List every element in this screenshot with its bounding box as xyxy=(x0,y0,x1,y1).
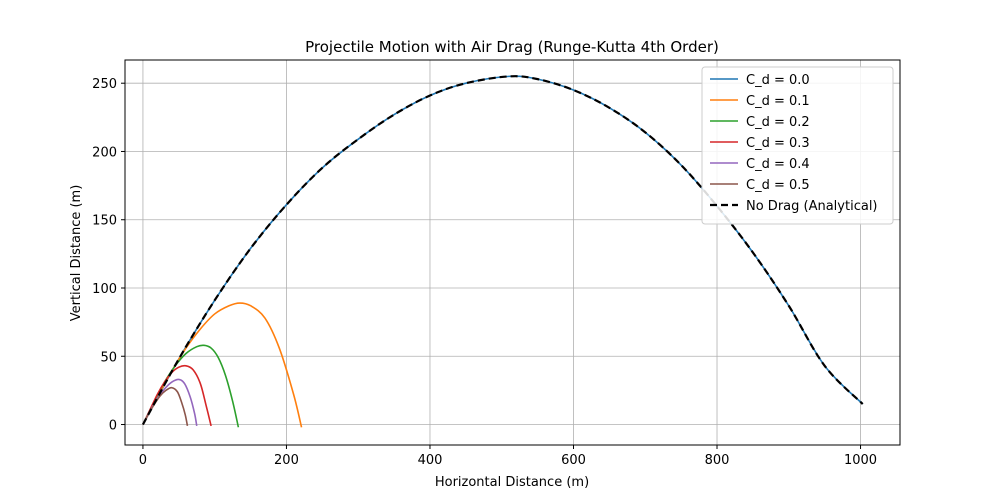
y-tick-label: 150 xyxy=(92,214,117,229)
y-ticks: 0 50 100 150 200 250 xyxy=(92,77,125,434)
y-tick-label: 100 xyxy=(92,282,117,297)
x-tick-label: 400 xyxy=(418,453,443,468)
series-layer xyxy=(141,75,864,428)
legend: C_d = 0.0 C_d = 0.1 C_d = 0.2 C_d = 0.3 C_d … xyxy=(701,66,894,225)
x-tick-label: 0 xyxy=(139,453,147,468)
legend-box xyxy=(701,66,894,225)
series-line-5 xyxy=(142,386,189,427)
x-tick-label: 600 xyxy=(561,453,586,468)
series-line-3 xyxy=(142,364,212,427)
x-ticks: 0 200 400 600 800 1000 xyxy=(139,445,877,468)
legend-label: C_d = 0.2 xyxy=(746,115,810,130)
x-tick-label: 800 xyxy=(705,453,730,468)
y-tick-label: 50 xyxy=(100,350,117,365)
legend-label: C_d = 0.1 xyxy=(746,94,810,109)
legend-label: C_d = 0.4 xyxy=(746,157,810,172)
series-line-4 xyxy=(142,378,198,427)
legend-label: C_d = 0.0 xyxy=(746,73,810,88)
y-tick-label: 0 xyxy=(109,419,117,434)
y-tick-label: 200 xyxy=(92,145,117,160)
x-tick-label: 1000 xyxy=(844,453,877,468)
chart-title: Projectile Motion with Air Drag (Runge-K… xyxy=(305,38,719,56)
y-tick-label: 250 xyxy=(92,77,117,92)
plot-area xyxy=(124,59,901,446)
x-tick-label: 200 xyxy=(274,453,299,468)
x-axis-title: Horizontal Distance (m) xyxy=(435,475,589,490)
legend-label: No Drag (Analytical) xyxy=(746,199,878,214)
legend-label: C_d = 0.3 xyxy=(746,136,810,151)
series-line-2 xyxy=(142,344,240,428)
series-line-6 xyxy=(141,75,864,426)
y-axis-title: Vertical Distance (m) xyxy=(69,185,84,322)
legend-label: C_d = 0.5 xyxy=(746,178,810,193)
